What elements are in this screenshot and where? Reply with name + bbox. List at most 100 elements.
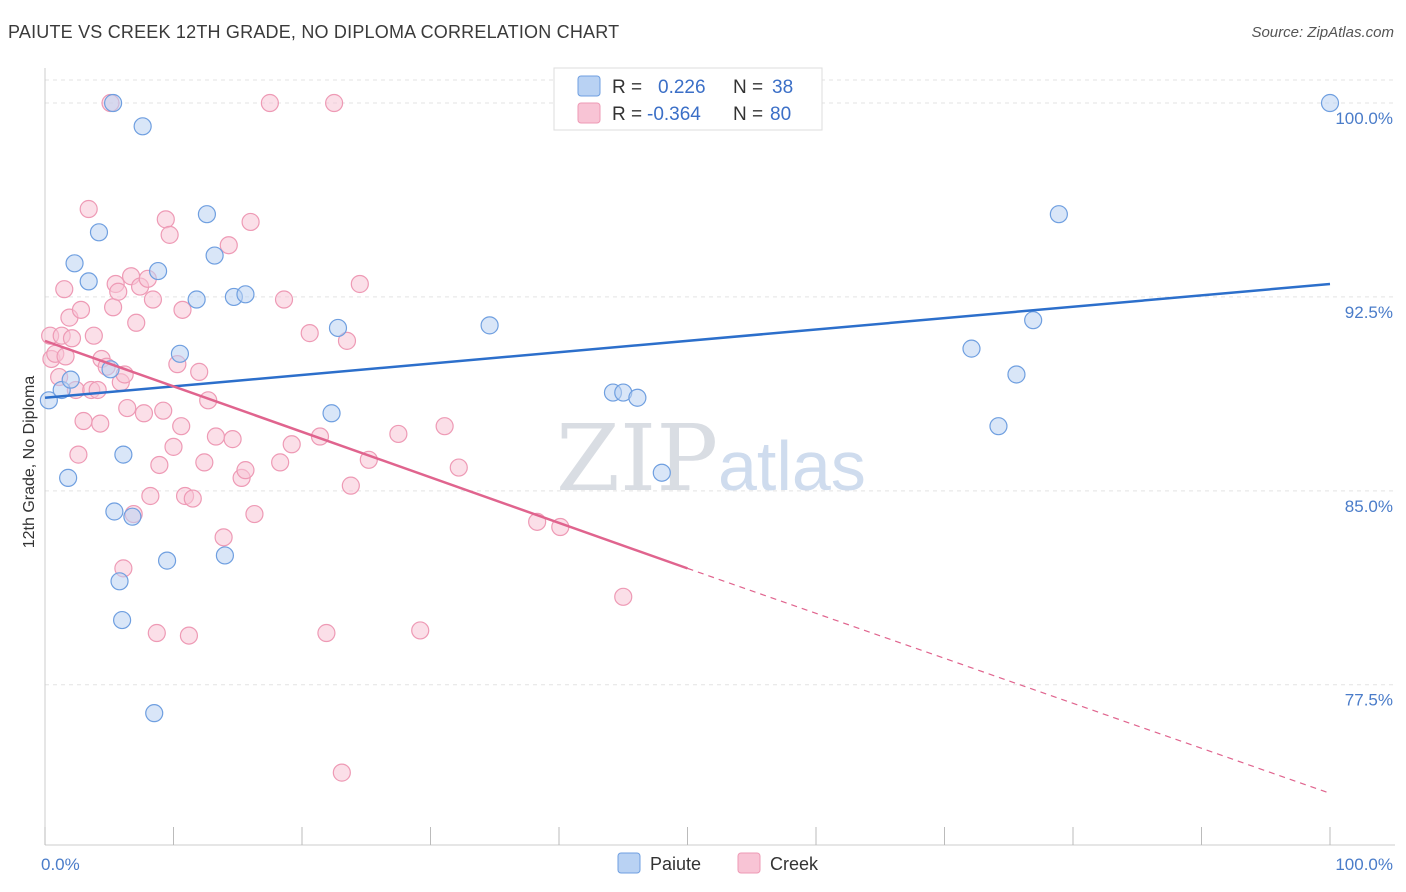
- paiute-point: [1049, 205, 1068, 224]
- paiute-point: [215, 546, 234, 565]
- y-tick-label: 77.5%: [1345, 691, 1393, 710]
- paiute-point: [89, 223, 109, 242]
- creek-point: [325, 93, 344, 113]
- axis-layer: 77.5% 85.0% 92.5% 100.0% 0.0% 100.0%: [41, 68, 1395, 874]
- legend-creek-r-label: R =: [612, 104, 642, 125]
- creek-point: [195, 453, 214, 472]
- paiute-point: [123, 507, 142, 526]
- paiute-point: [628, 388, 647, 407]
- paiute-point: [157, 551, 177, 570]
- legend-paiute-n-label: N =: [733, 77, 763, 98]
- creek-point: [55, 280, 74, 299]
- x-tick-label-min: 0.0%: [41, 855, 80, 874]
- y-axis-title: 12th Grade, No Diploma: [21, 376, 38, 549]
- watermark-zip: ZIP: [556, 405, 718, 512]
- creek-point: [241, 212, 260, 232]
- paiute-point: [59, 468, 78, 487]
- creek-point: [614, 587, 633, 606]
- trend-layer: [44, 282, 1331, 794]
- paiute-point: [133, 117, 152, 136]
- creek-point: [183, 489, 202, 508]
- creek-point: [147, 623, 166, 643]
- legend-swatch-paiute: [577, 75, 601, 97]
- creek-point: [109, 282, 128, 301]
- legend-swatch-creek: [577, 102, 601, 124]
- y-tick-label: 92.5%: [1345, 303, 1393, 322]
- creek-point: [245, 504, 264, 524]
- paiute-point: [236, 285, 255, 304]
- bottom-legend-paiute: Paiute: [650, 854, 701, 874]
- creek-point: [317, 623, 336, 643]
- creek-point: [62, 329, 82, 348]
- creek-point: [236, 461, 255, 480]
- watermark-atlas: atlas: [718, 427, 866, 505]
- creek-point: [127, 313, 146, 332]
- creek-point: [282, 435, 301, 454]
- paiute-point: [104, 93, 123, 113]
- creek-point: [411, 621, 430, 640]
- creek-point: [260, 93, 279, 113]
- creek-point: [300, 324, 319, 343]
- creek-point: [223, 430, 242, 449]
- creek-point: [156, 210, 175, 229]
- creek-point: [74, 411, 93, 431]
- creek-point: [164, 437, 183, 456]
- paiute-point: [322, 404, 341, 423]
- bottom-legend: Paiute Creek: [617, 852, 819, 874]
- paiute-point: [114, 445, 133, 464]
- creek-point: [332, 763, 351, 782]
- paiute-point: [110, 572, 129, 591]
- creek-point: [84, 326, 103, 345]
- creek-point: [143, 290, 163, 309]
- creek-point: [160, 225, 179, 244]
- creek-points: [41, 93, 633, 782]
- creek-point: [219, 236, 238, 255]
- watermark: ZIP atlas: [556, 405, 866, 512]
- creek-point: [118, 398, 137, 418]
- legend-paiute-r-value: 0.226: [658, 77, 706, 98]
- legend-creek-n-value: 80: [770, 104, 791, 125]
- paiute-point: [480, 316, 499, 335]
- creek-point: [214, 528, 233, 547]
- creek-point: [173, 300, 192, 319]
- bottom-legend-swatch-creek: [737, 852, 761, 874]
- paiute-point: [989, 417, 1008, 436]
- paiute-point: [145, 704, 164, 723]
- creek-point: [79, 199, 98, 219]
- grid-layer: [45, 79, 1395, 686]
- creek-point: [71, 300, 91, 319]
- creek-point: [91, 414, 110, 433]
- chart-source: Source: ZipAtlas.com: [1251, 24, 1394, 41]
- paiute-point: [197, 205, 217, 224]
- creek-point: [88, 380, 107, 400]
- paiute-point: [170, 344, 190, 363]
- y-tick-label: 85.0%: [1345, 497, 1393, 516]
- creek-point: [134, 404, 154, 423]
- paiute-trend-line: [44, 282, 1331, 399]
- creek-point: [337, 331, 357, 350]
- creek-point: [104, 298, 123, 317]
- creek-point: [274, 290, 294, 309]
- creek-point: [154, 401, 173, 420]
- creek-point: [190, 362, 209, 381]
- creek-point: [150, 455, 169, 475]
- paiute-point: [187, 290, 206, 309]
- paiute-point: [1320, 93, 1340, 113]
- paiute-point: [65, 254, 84, 273]
- creek-point: [69, 445, 88, 464]
- creek-point: [206, 427, 226, 446]
- paiute-point: [328, 318, 348, 338]
- creek-point: [389, 424, 408, 444]
- creek-point: [179, 626, 199, 645]
- paiute-point: [148, 261, 168, 281]
- paiute-point: [112, 610, 132, 630]
- paiute-point: [652, 463, 671, 482]
- paiute-point: [1007, 365, 1026, 384]
- paiute-point: [79, 272, 98, 291]
- creek-point: [141, 486, 160, 506]
- creek-point: [172, 417, 191, 436]
- creek-point: [341, 476, 360, 495]
- creek-point: [435, 417, 454, 436]
- x-tick-label-max: 100.0%: [1335, 855, 1393, 874]
